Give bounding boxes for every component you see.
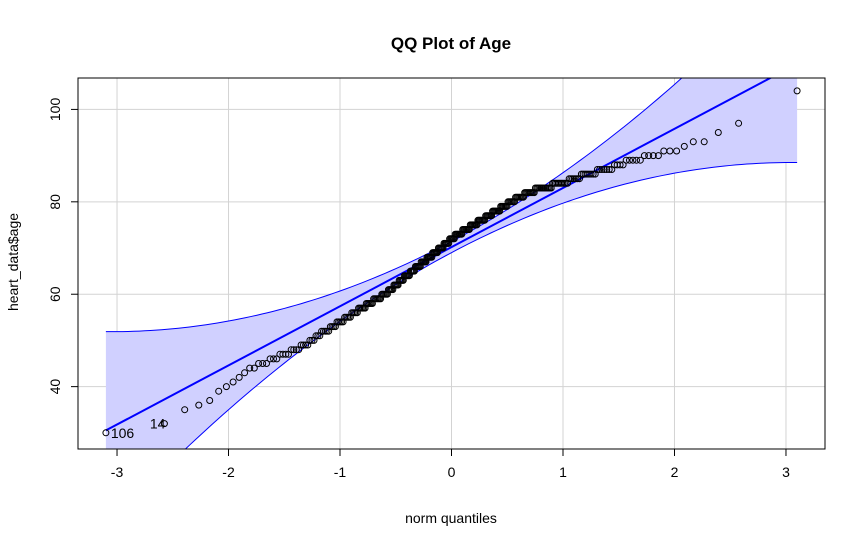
reference-line: [105, 78, 773, 432]
data-point: [596, 166, 604, 173]
data-point: [735, 119, 743, 127]
data-point: [229, 378, 237, 386]
x-tick-label: -2: [222, 464, 235, 480]
x-tick-label: 1: [559, 464, 567, 480]
data-point: [255, 360, 263, 367]
data-point: [603, 166, 611, 173]
data-point: [331, 323, 339, 331]
point-label: 14: [150, 416, 166, 432]
data-point: [616, 161, 624, 169]
data-point: [314, 332, 322, 340]
y-tick-label: 40: [47, 379, 63, 395]
data-point: [181, 406, 189, 414]
data-point: [308, 336, 316, 344]
data-point: [629, 156, 637, 164]
data-point: [318, 327, 326, 335]
data-point: [600, 166, 608, 173]
data-point: [714, 129, 722, 136]
data-point: [297, 341, 305, 349]
data-point: [619, 161, 627, 169]
reference-line-path: [105, 78, 773, 432]
data-point: [598, 166, 606, 173]
data-point: [325, 327, 333, 335]
y-tick-label: 60: [47, 286, 63, 302]
data-point: [689, 138, 697, 146]
data-point: [654, 152, 662, 160]
confidence-band-lower: [184, 162, 798, 449]
data-point: [673, 147, 681, 155]
data-point: [102, 429, 110, 437]
data-point: [622, 156, 630, 164]
data-point: [282, 350, 290, 358]
data-point: [235, 373, 243, 381]
x-tick-label: -3: [111, 464, 124, 480]
data-point: [206, 397, 214, 404]
data-point: [160, 420, 168, 428]
data-point: [636, 156, 644, 164]
y-tick-label: 100: [47, 98, 63, 122]
data-point: [640, 152, 648, 160]
data-point: [316, 332, 324, 340]
x-tick-label: 2: [671, 464, 679, 480]
x-tick-label: 3: [782, 464, 790, 480]
data-point: [564, 179, 572, 187]
data-point: [587, 170, 595, 178]
x-tick-label: 0: [448, 464, 456, 480]
data-points: [102, 87, 801, 437]
data-point: [680, 142, 688, 150]
data-point: [215, 387, 223, 395]
data-point: [310, 336, 318, 344]
data-point: [700, 138, 708, 146]
data-point: [593, 166, 601, 173]
data-point: [633, 156, 640, 164]
data-point: [649, 152, 657, 160]
data-point: [299, 341, 307, 349]
annotations: 106 14: [111, 416, 166, 441]
data-point: [266, 355, 274, 363]
data-point: [605, 166, 613, 173]
point-label: 106: [111, 425, 135, 441]
data-point: [576, 175, 583, 183]
data-point: [793, 87, 801, 95]
x-tick-label: -1: [334, 464, 347, 480]
data-point: [250, 364, 258, 372]
data-point: [589, 170, 597, 178]
data-point: [626, 156, 633, 164]
data-point: [306, 336, 314, 344]
data-point: [287, 346, 295, 354]
data-point: [645, 152, 653, 160]
x-axis-label: norm quantiles: [405, 510, 497, 526]
data-point: [302, 341, 310, 349]
y-axis-label: heart_data$age: [5, 213, 21, 311]
data-point: [195, 401, 203, 409]
y-tick-label: 80: [47, 194, 63, 210]
data-point: [666, 147, 674, 155]
data-point: [222, 383, 230, 391]
data-point: [290, 346, 298, 354]
data-point: [246, 364, 254, 372]
data-point: [312, 332, 320, 340]
plot-frame: [77, 77, 826, 450]
chart-title: QQ Plot of Age: [391, 34, 511, 53]
data-point: [263, 360, 270, 367]
data-point: [292, 346, 300, 354]
data-point: [270, 355, 277, 363]
data-point: [259, 360, 267, 367]
data-point: [241, 369, 249, 377]
